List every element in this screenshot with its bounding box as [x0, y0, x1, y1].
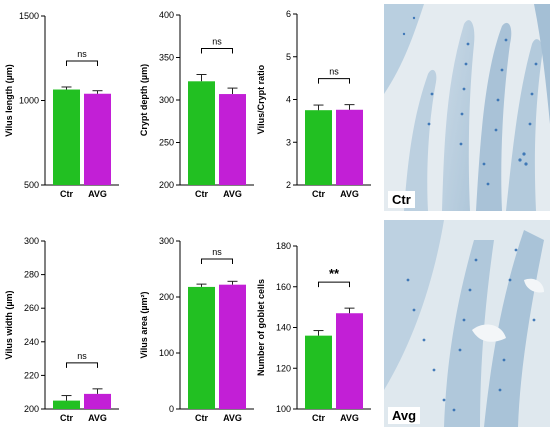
y-tick-label: 180 [276, 241, 291, 251]
y-axis-title: Number of goblet cells [256, 279, 266, 376]
category-label: Ctr [312, 189, 325, 199]
chart-panel-1: 500 1000 1500 Vilus length (µm) Ctr AVG ns [4, 11, 119, 199]
chart-panel-6: 100 120 140 160 180 Number of goblet cells Ctr… [256, 241, 371, 423]
bar-ctr [305, 335, 332, 409]
significance-bracket [201, 258, 233, 264]
category-label: Ctr [195, 189, 208, 199]
y-tick-label: 300 [24, 236, 39, 246]
category-label: AVG [88, 189, 107, 199]
y-tick-label: 200 [24, 404, 39, 414]
y-axis-title: Vilus/Crypt ratio [256, 64, 266, 134]
bar-avg [84, 393, 111, 409]
chart-panel-3: 2 3 4 5 6 Vilus/Crypt ratio Ctr AVG ns [256, 9, 371, 199]
category-label: AVG [340, 189, 359, 199]
bar-ctr [53, 89, 80, 185]
y-tick-label: 5 [286, 52, 291, 62]
histology-avg-drawing [384, 220, 550, 427]
y-tick-label: 6 [286, 9, 291, 19]
y-tick-label: 240 [24, 337, 39, 347]
histology-ctr-drawing [384, 4, 550, 211]
category-label: Ctr [195, 413, 208, 423]
y-tick-label: 220 [24, 370, 39, 380]
category-label: AVG [223, 189, 242, 199]
y-tick-label: 250 [159, 138, 174, 148]
bar-ctr [305, 110, 332, 185]
significance-bracket [66, 362, 98, 368]
significance-label: ns [329, 67, 339, 77]
histology-avg-image: Avg [384, 220, 550, 427]
bar-ctr [188, 286, 215, 409]
y-axis-title: Vilus width (µm) [4, 290, 14, 359]
chart-panel-2: 200 250 300 350 400 Crypt depth (µm) Ctr AVG ns [139, 10, 254, 199]
y-tick-label: 300 [159, 236, 174, 246]
y-tick-label: 160 [276, 282, 291, 292]
y-axis-title: Vilus length (µm) [4, 64, 14, 137]
category-label: AVG [340, 413, 359, 423]
histology-avg-label: Avg [388, 407, 421, 424]
chart-panel-5: 0 100 200 300 Vilus area (µm²) Ctr AVG ns [139, 236, 254, 423]
category-label: Ctr [312, 413, 325, 423]
category-label: AVG [88, 413, 107, 423]
y-tick-label: 500 [24, 180, 39, 190]
y-tick-label: 300 [159, 95, 174, 105]
bar-avg [84, 93, 111, 185]
bar-avg [336, 313, 363, 409]
y-axis-title: Vilus area (µm²) [139, 291, 149, 358]
significance-bracket [66, 60, 98, 66]
y-tick-label: 280 [24, 270, 39, 280]
histology-ctr-label: Ctr [388, 191, 415, 208]
y-tick-label: 4 [286, 95, 291, 105]
y-tick-label: 1000 [19, 96, 39, 106]
category-label: AVG [223, 413, 242, 423]
bar-ctr [53, 400, 80, 409]
significance-label: ** [329, 266, 340, 281]
y-tick-label: 3 [286, 137, 291, 147]
bar-avg [219, 94, 246, 185]
y-tick-label: 100 [159, 348, 174, 358]
category-label: Ctr [60, 413, 73, 423]
bar-ctr [188, 81, 215, 185]
bar-avg [336, 109, 363, 185]
y-tick-label: 120 [276, 363, 291, 373]
significance-bracket [318, 281, 350, 288]
y-tick-label: 200 [159, 180, 174, 190]
y-axis-title: Crypt depth (µm) [139, 64, 149, 136]
bar-avg [219, 284, 246, 409]
chart-panel-4: 200 220 240 260 280 300 Vilus width (µm) Ctr AVG… [4, 236, 119, 423]
y-tick-label: 200 [159, 292, 174, 302]
significance-label: ns [212, 247, 222, 257]
y-tick-label: 260 [24, 303, 39, 313]
y-tick-label: 400 [159, 10, 174, 20]
y-tick-label: 0 [169, 404, 174, 414]
y-tick-label: 140 [276, 323, 291, 333]
y-tick-label: 100 [276, 404, 291, 414]
significance-label: ns [77, 351, 87, 361]
histology-ctr-image: Ctr [384, 4, 550, 211]
y-tick-label: 2 [286, 180, 291, 190]
significance-label: ns [212, 37, 222, 47]
significance-label: ns [77, 49, 87, 59]
significance-bracket [201, 48, 233, 54]
y-tick-label: 350 [159, 53, 174, 63]
y-tick-label: 1500 [19, 11, 39, 21]
significance-bracket [318, 78, 350, 84]
category-label: Ctr [60, 189, 73, 199]
